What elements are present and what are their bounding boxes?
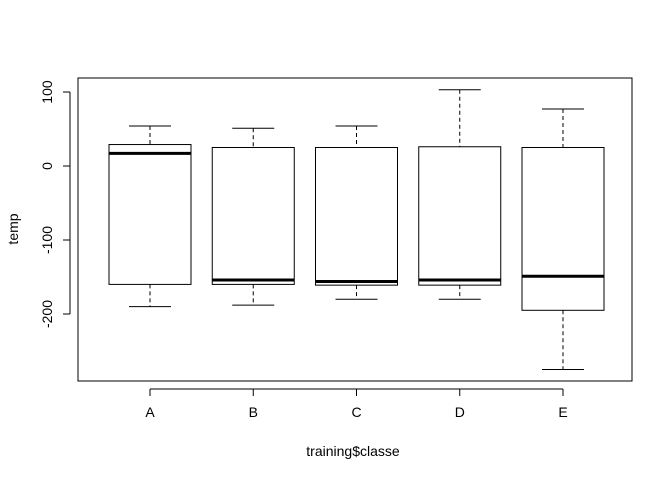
plot-frame (77, 77, 633, 382)
x-tick-label: E (558, 404, 567, 420)
box-a (108, 125, 192, 308)
y-axis-title: temp (5, 213, 21, 244)
y-tick-label: -200 (39, 300, 55, 328)
y-tick-label: 0 (39, 162, 55, 170)
x-axis-title: training$classe (306, 443, 400, 459)
box-iqr (211, 147, 295, 285)
x-tick-label: B (249, 404, 258, 420)
box-iqr (108, 144, 192, 285)
box-c (315, 125, 398, 300)
box-iqr (521, 147, 605, 311)
x-tick-label: D (455, 404, 465, 420)
x-tick-label: A (145, 404, 155, 420)
box-b (211, 127, 295, 306)
y-tick-label: 100 (39, 80, 55, 104)
box-d (418, 89, 502, 300)
box-e (521, 108, 605, 370)
x-axis: A B C D E (145, 388, 568, 420)
y-axis: 100 0 -100 -200 (39, 80, 71, 328)
box-iqr (315, 147, 398, 286)
y-tick-label: -100 (39, 226, 55, 254)
box-iqr (418, 146, 502, 286)
boxes-layer (108, 89, 605, 370)
x-tick-label: C (351, 404, 361, 420)
